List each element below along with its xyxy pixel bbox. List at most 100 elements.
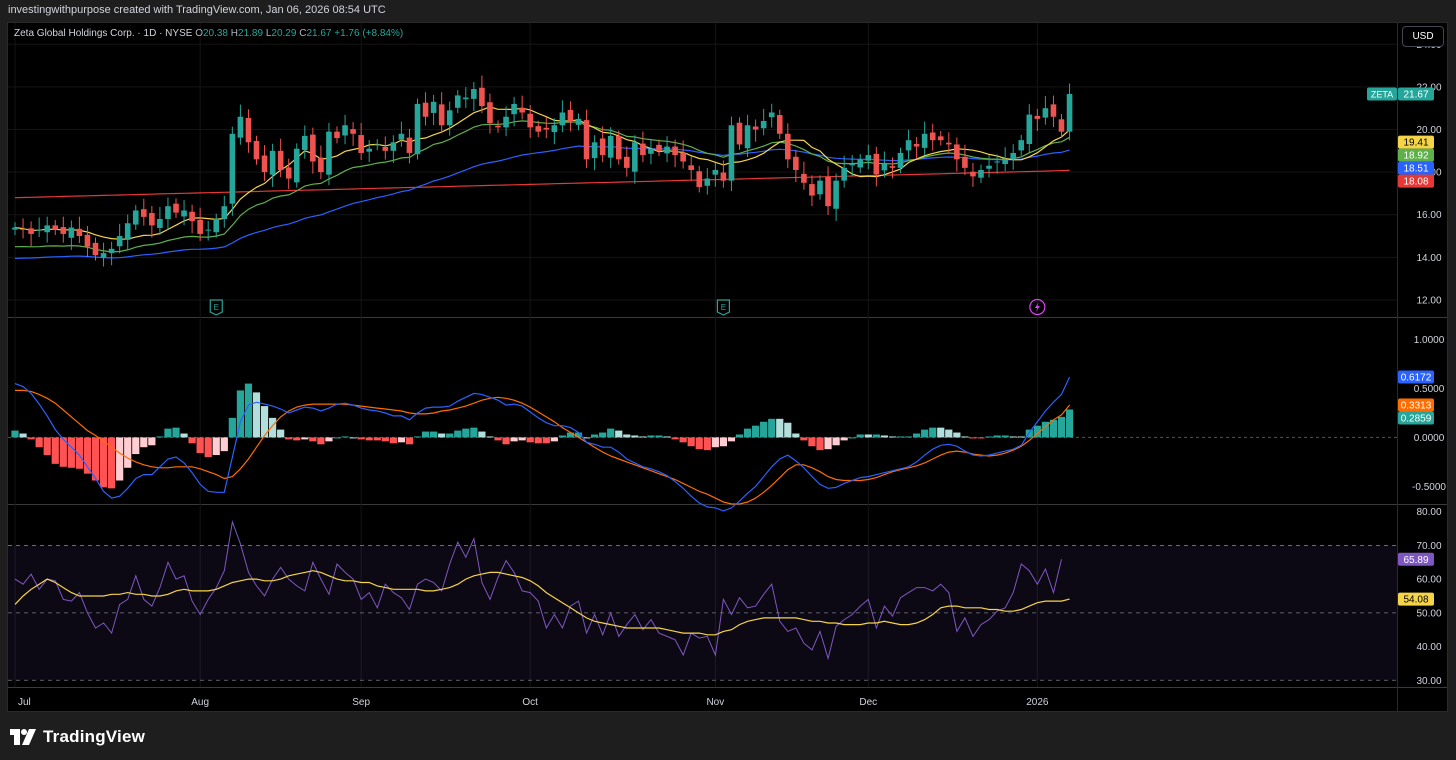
macd-histogram-bar <box>760 421 768 438</box>
macd-histogram-bar <box>99 437 108 488</box>
candle-body <box>1050 104 1057 117</box>
chart-frame[interactable]: JulAugSepOctNovDec202624.0022.0020.0018.… <box>7 22 1448 712</box>
candle-body <box>132 210 139 225</box>
macd-histogram-bar <box>389 437 397 444</box>
candle-body <box>406 137 413 153</box>
macd-histogram-bar <box>945 429 953 438</box>
low-label: L <box>265 28 272 39</box>
macd-histogram-bar <box>921 429 929 438</box>
macd-histogram-bar <box>244 383 253 438</box>
macd-histogram-bar <box>743 428 752 438</box>
candle-body <box>583 120 590 160</box>
candle-body <box>1018 140 1025 151</box>
price-y-tick-label: 20.00 <box>1416 125 1441 136</box>
candle-body <box>44 225 50 233</box>
macd-histogram-bar <box>132 437 140 455</box>
candle-body <box>124 223 131 240</box>
macd-histogram-bar <box>840 437 848 441</box>
macd-y-tick-label: 0.5000 <box>1414 384 1445 395</box>
x-tick-label: Nov <box>706 697 724 708</box>
symbol-legend[interactable]: Zeta Global Holdings Corp. · 1D · NYSE O… <box>14 28 403 39</box>
price-axis-label: 21.67 <box>1403 89 1428 100</box>
candle-body <box>1066 93 1073 132</box>
candle-body <box>261 155 268 173</box>
macd-histogram-bar <box>35 437 43 448</box>
macd-axis-label: 0.2859 <box>1401 413 1432 424</box>
macd-histogram-bar <box>800 437 808 441</box>
x-tick-label: 2026 <box>1026 697 1049 708</box>
chart-canvas[interactable]: JulAugSepOctNovDec202624.0022.0020.0018.… <box>8 23 1447 711</box>
macd-histogram-bar <box>172 427 180 438</box>
candle-body <box>181 210 187 217</box>
candle-body <box>165 206 171 219</box>
macd-histogram-bar <box>574 432 583 438</box>
candle-body <box>994 161 1000 163</box>
candle-body <box>962 156 968 168</box>
candle-body <box>946 142 952 145</box>
candle-body <box>736 122 743 145</box>
macd-histogram-bar <box>51 437 59 464</box>
macd-histogram-bar <box>413 436 422 438</box>
symbol-title: Zeta Global Holdings Corp. · 1D · NYSE <box>14 28 193 39</box>
candle-body <box>889 166 896 168</box>
candle-body <box>607 135 614 158</box>
earnings-marker-label: E <box>214 303 219 312</box>
macd-histogram-bar <box>591 434 599 438</box>
candle-body <box>438 104 445 126</box>
candle-body <box>157 219 163 228</box>
tradingview-logo[interactable]: TradingView <box>10 727 145 747</box>
candle-body <box>293 148 300 183</box>
candle-body <box>881 163 888 171</box>
candle-body <box>414 103 421 155</box>
macd-histogram-bar <box>1057 416 1066 438</box>
macd-y-tick-label: 1.0000 <box>1414 335 1445 346</box>
candle-body <box>197 219 203 234</box>
macd-axis-label-bg <box>1398 411 1434 425</box>
candle-body <box>454 95 461 108</box>
price-axis-label-bg <box>1398 161 1434 175</box>
macd-histogram-bar <box>671 437 679 440</box>
x-tick-label: Dec <box>859 697 877 708</box>
candle-body <box>527 113 533 128</box>
macd-histogram-bar <box>27 437 35 440</box>
macd-histogram-bar <box>462 428 470 438</box>
candle-body <box>310 134 316 162</box>
ma-20-line <box>14 120 1070 253</box>
macd-histogram-bar <box>534 437 542 444</box>
candle-body <box>68 227 75 238</box>
macd-histogram-bar <box>108 437 116 489</box>
macd-histogram-bar <box>269 417 277 438</box>
ma-50-line <box>14 145 1070 259</box>
macd-histogram-bar <box>260 406 269 438</box>
candle-body <box>567 109 574 121</box>
macd-histogram-bar <box>558 435 566 438</box>
candle-body <box>897 152 904 168</box>
macd-histogram-bar <box>1065 409 1074 438</box>
currency-button[interactable]: USD <box>1402 26 1444 47</box>
macd-histogram-bar <box>11 430 19 438</box>
macd-histogram-bar <box>277 429 285 438</box>
candle-body <box>640 143 646 156</box>
candle-body <box>495 125 501 128</box>
candle-body <box>12 227 18 230</box>
tradingview-logo-icon <box>10 729 36 745</box>
x-tick-label: Oct <box>522 697 538 708</box>
candle-body <box>221 206 228 219</box>
rsi-y-tick-label: 70.00 <box>1416 541 1441 552</box>
candle-body <box>60 227 67 234</box>
open-label: O <box>195 28 203 39</box>
candle-body <box>937 136 944 141</box>
candle-body <box>954 144 960 160</box>
macd-histogram-bar <box>929 427 937 438</box>
macd-histogram-bar <box>703 437 711 451</box>
macd-histogram-bar <box>880 435 888 438</box>
rsi-band-fill <box>8 545 1397 681</box>
candle-body <box>1034 115 1041 119</box>
candle-body <box>768 112 775 118</box>
macd-histogram-bar <box>953 432 961 438</box>
high-label: H <box>230 28 239 39</box>
candle-body <box>390 142 397 151</box>
macd-histogram-bar <box>309 437 317 442</box>
macd-histogram-bar <box>615 430 623 438</box>
macd-line <box>14 376 1071 512</box>
